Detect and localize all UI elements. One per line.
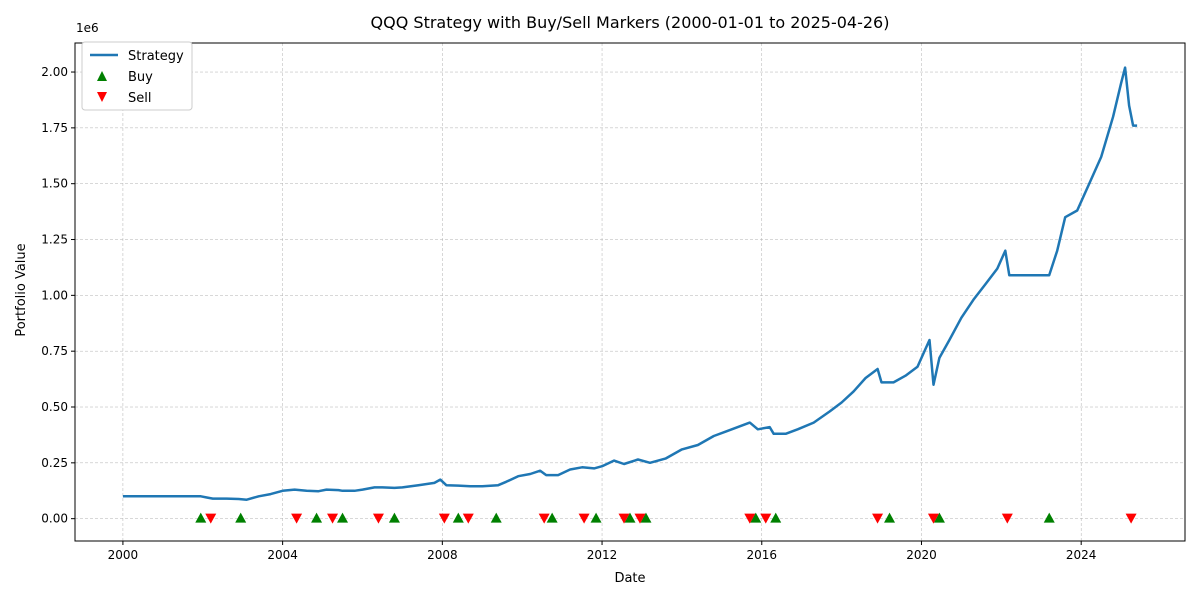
buy-marker	[750, 512, 762, 523]
sell-marker	[1125, 513, 1137, 524]
y-tick-label: 0.50	[41, 400, 68, 414]
series-layer	[122, 66, 1138, 501]
x-tick-label: 2000	[108, 548, 139, 562]
buy-marker	[770, 512, 782, 523]
tick-layer: 2000 2004 2008 2012 2016 2020 2024 0.00 0.25 0.50…	[41, 65, 1096, 562]
x-tick-label: 2004	[267, 548, 298, 562]
sell-marker	[462, 513, 474, 524]
y-tick-label: 0.25	[41, 456, 68, 470]
buy-marker	[1043, 512, 1055, 523]
x-tick-label: 2012	[587, 548, 618, 562]
buy-marker	[452, 512, 464, 523]
sell-marker	[634, 513, 646, 524]
buy-marker	[388, 512, 400, 523]
sell-marker	[538, 513, 550, 524]
sell-marker	[927, 513, 939, 524]
x-tick-label: 2020	[906, 548, 937, 562]
sell-marker	[1001, 513, 1013, 524]
sell-marker	[372, 513, 384, 524]
sell-marker	[760, 513, 772, 524]
x-axis-label: Date	[614, 571, 645, 586]
y-tick-label: 1.00	[41, 288, 68, 302]
y-tick-label: 0.75	[41, 344, 68, 358]
buy-marker	[640, 512, 652, 523]
y-tick-label: 2.00	[41, 65, 68, 79]
x-tick-label: 2024	[1066, 548, 1097, 562]
legend-box	[81, 41, 193, 111]
strategy-series-line	[122, 66, 1138, 501]
legend-sell-swatch	[97, 92, 107, 102]
marker-layer	[195, 512, 1137, 524]
legend-buy-label: Buy	[128, 70, 153, 85]
grid	[75, 43, 1185, 541]
sell-marker	[205, 513, 217, 524]
legend-sell-label: Sell	[128, 91, 151, 106]
x-tick-label: 2008	[427, 548, 458, 562]
sell-marker	[438, 513, 450, 524]
buy-marker	[235, 512, 247, 523]
buy-marker	[590, 512, 602, 523]
sell-marker	[291, 513, 303, 524]
y-scale-label: 1e6	[76, 21, 99, 35]
sell-marker	[744, 513, 756, 524]
legend-buy-swatch	[97, 71, 107, 81]
buy-marker	[337, 512, 349, 523]
y-axis-label: Portfolio Value	[14, 243, 29, 336]
x-tick-label: 2016	[746, 548, 777, 562]
buy-marker	[490, 512, 502, 523]
buy-marker	[195, 512, 207, 523]
sell-marker	[872, 513, 884, 524]
legend-strategy-label: Strategy	[128, 49, 184, 64]
legend: Strategy Buy Sell	[81, 41, 193, 111]
chart-title: QQQ Strategy with Buy/Sell Markers (2000…	[371, 13, 890, 32]
y-tick-label: 1.25	[41, 233, 68, 247]
buy-marker	[311, 512, 323, 523]
sell-marker	[578, 513, 590, 524]
sell-marker	[327, 513, 339, 524]
y-tick-label: 0.00	[41, 512, 68, 526]
buy-marker	[933, 512, 945, 523]
sell-marker	[618, 513, 630, 524]
buy-marker	[546, 512, 558, 523]
buy-marker	[624, 512, 636, 523]
y-tick-label: 1.75	[41, 121, 68, 135]
plot-frame	[74, 42, 1186, 542]
buy-marker	[884, 512, 896, 523]
y-tick-label: 1.50	[41, 177, 68, 191]
